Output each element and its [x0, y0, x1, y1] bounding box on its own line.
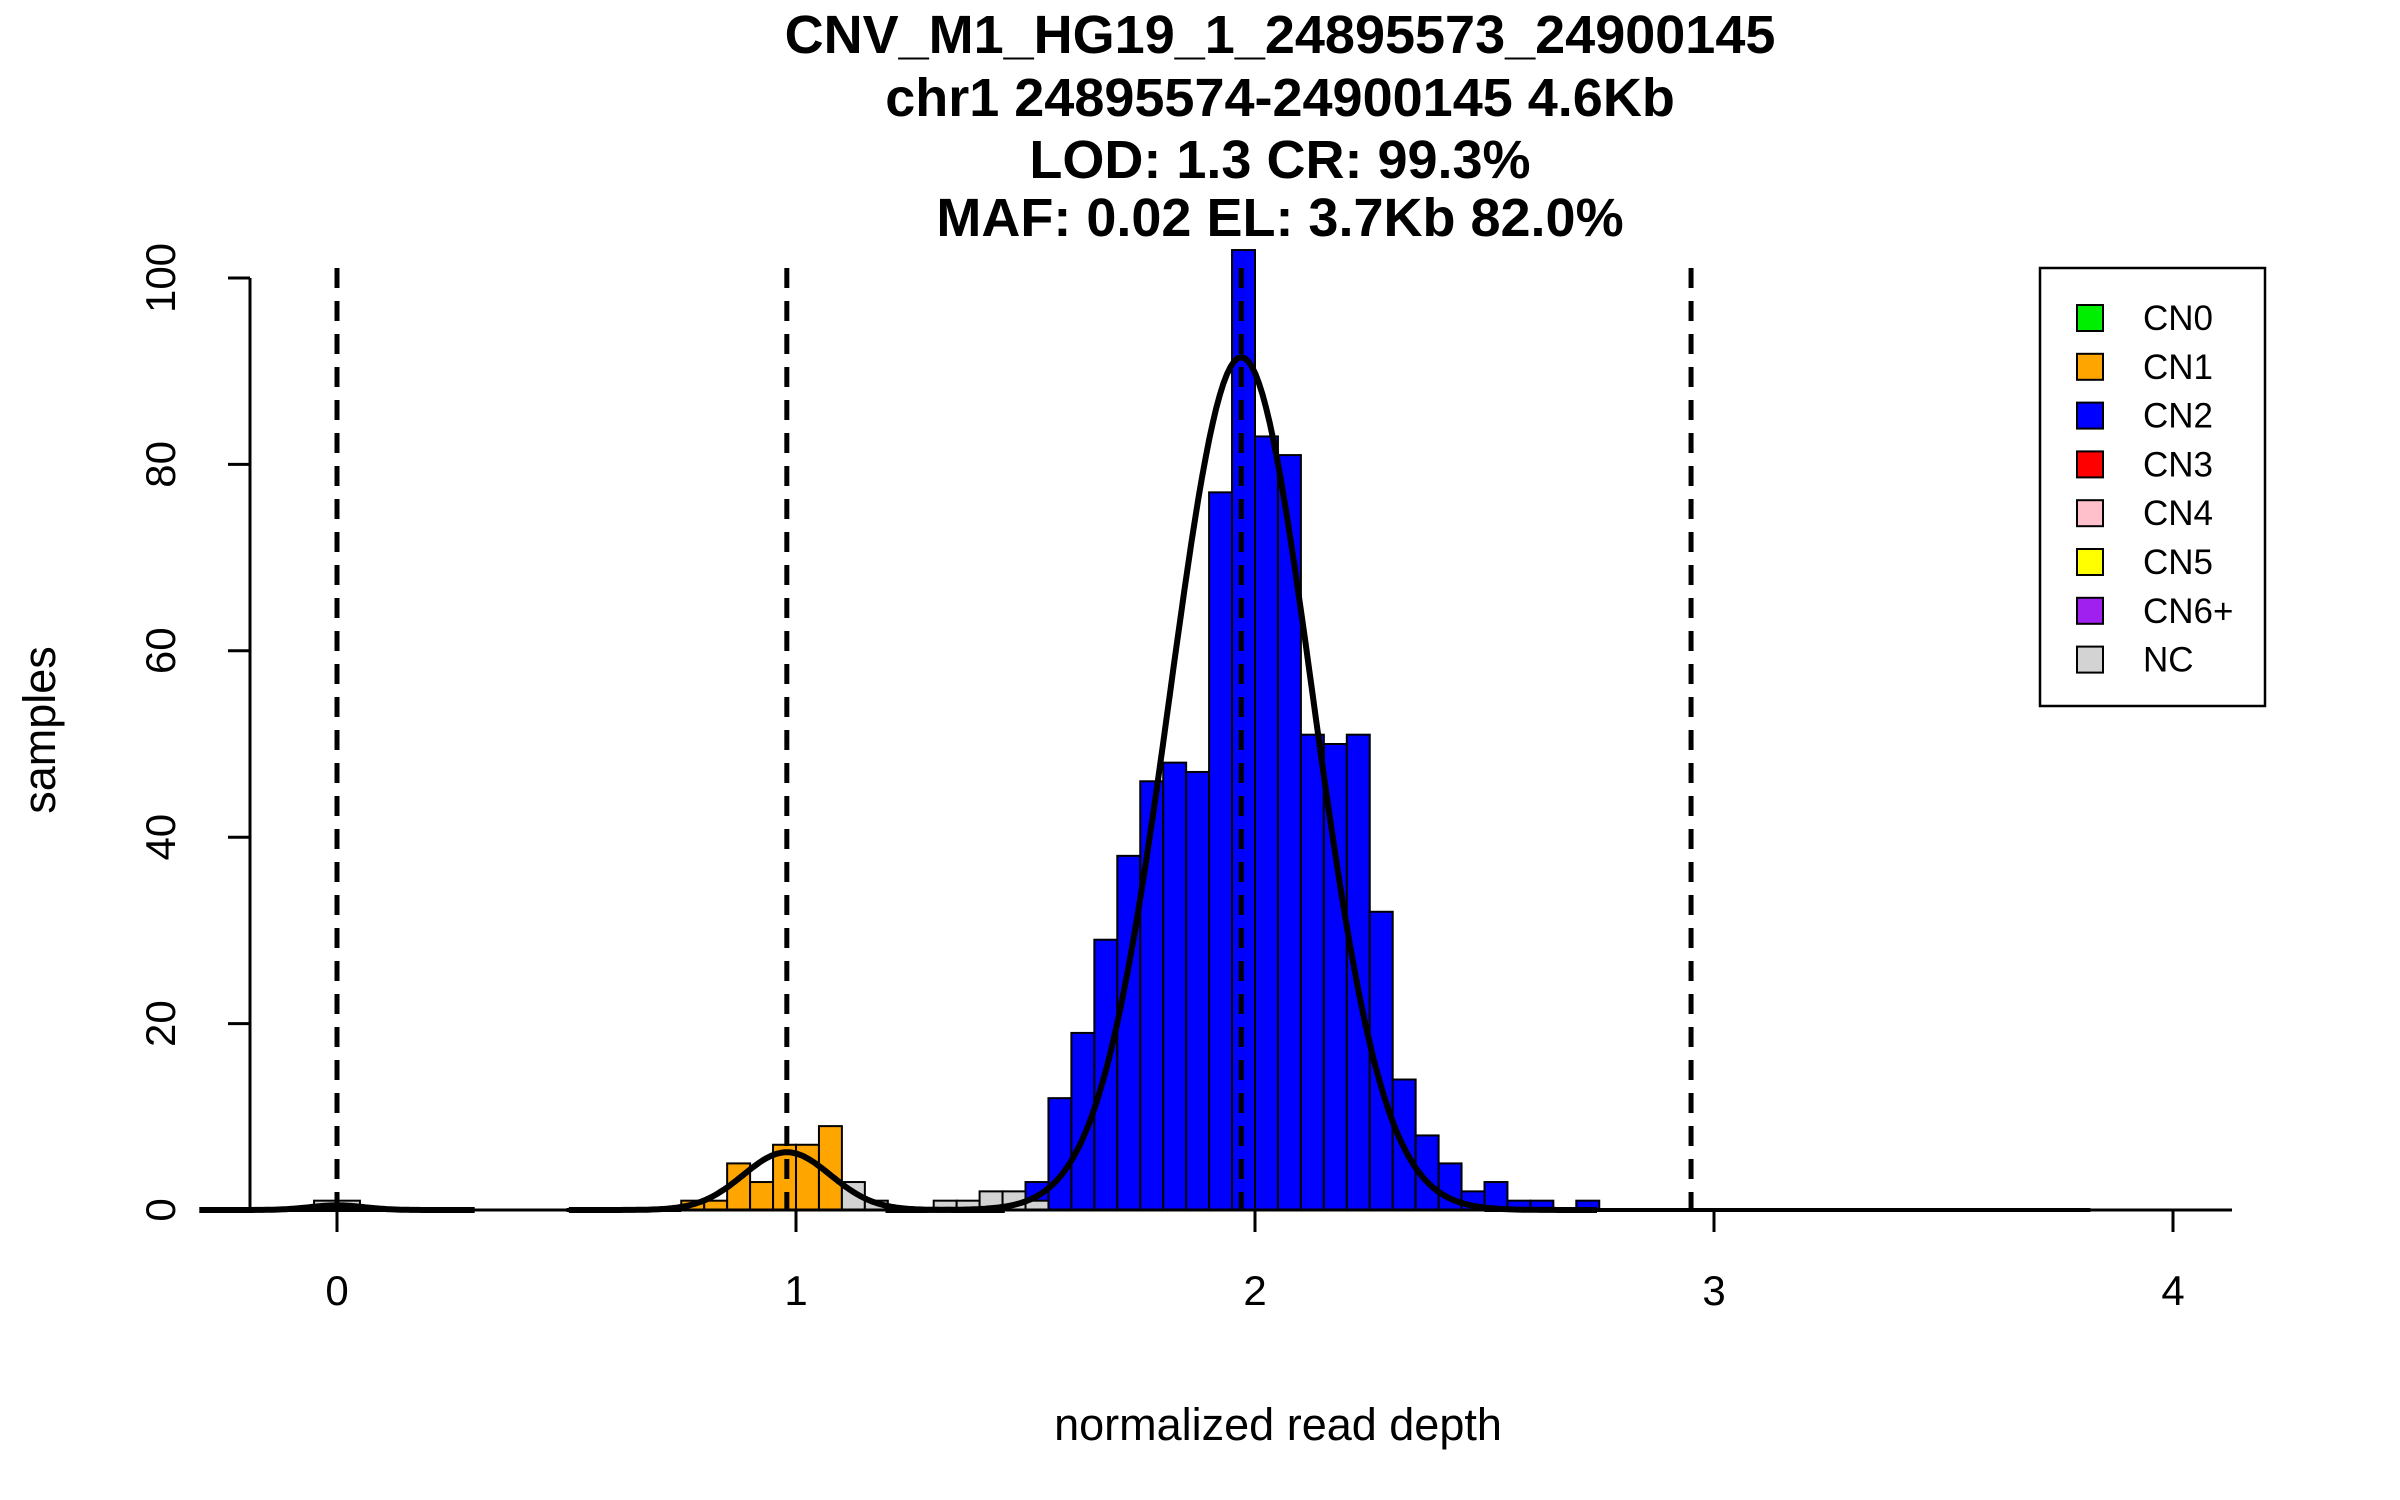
- legend-swatch: [2076, 596, 2104, 625]
- copy-number-lines: [334, 268, 1694, 1210]
- x-tick-label: 3: [1702, 1267, 1725, 1314]
- legend-label: CN1: [2143, 348, 2213, 387]
- gaussian-fit-curve: [885, 354, 1597, 1213]
- y-tick-label: 60: [137, 627, 184, 674]
- histogram-bar: [1185, 770, 1211, 1212]
- legend: CN0 CN1 CN2 CN3 CN4 CN5 CN6+ NC: [2038, 266, 2267, 708]
- legend-label: NC: [2143, 641, 2194, 680]
- legend-swatch: [2076, 499, 2104, 528]
- legend-swatch: [2076, 450, 2104, 479]
- chart-title-line: LOD: 1.3 CR: 99.3%: [1029, 130, 1530, 190]
- histogram-bar: [749, 1181, 775, 1212]
- histogram-bar: [1047, 1097, 1073, 1212]
- legend-label: CN0: [2143, 299, 2213, 338]
- y-axis-label: samples: [14, 646, 65, 814]
- y-tick-label: 100: [137, 243, 184, 313]
- legend-label: CN5: [2143, 543, 2213, 582]
- chart-title-line: chr1 24895574-24900145 4.6Kb: [885, 68, 1675, 128]
- legend-swatch: [2076, 352, 2104, 381]
- y-tick-label: 20: [137, 1000, 184, 1047]
- y-tick-label: 0: [137, 1198, 184, 1221]
- histogram-bar: [1208, 491, 1234, 1211]
- legend-swatch: [2076, 304, 2104, 332]
- x-tick-label: 0: [325, 1267, 348, 1314]
- chart-title-line: CNV_M1_HG19_1_24895573_24900145: [785, 5, 1776, 65]
- histogram-bar: [1345, 733, 1371, 1211]
- x-tick-label: 2: [1243, 1267, 1266, 1314]
- legend-label: CN3: [2143, 445, 2213, 484]
- legend-swatch: [2076, 645, 2104, 674]
- x-tick-label: 4: [2161, 1267, 2184, 1314]
- legend-label: CN2: [2143, 397, 2213, 436]
- legend-label: CN6+: [2143, 592, 2233, 631]
- x-tick-label: 1: [784, 1267, 807, 1314]
- legend-box: [2038, 266, 2267, 708]
- x-axis-label: normalized read depth: [1054, 1399, 1502, 1450]
- legend-swatch: [2076, 548, 2104, 576]
- legend-label: CN4: [2143, 494, 2213, 533]
- histogram-bar: [1254, 435, 1279, 1211]
- legend-swatch: [2076, 401, 2104, 430]
- y-tick-label: 80: [137, 441, 184, 488]
- histogram-bars: [313, 249, 1601, 1212]
- histogram-bar: [1299, 733, 1325, 1211]
- histogram-bar: [1162, 761, 1188, 1211]
- chart-title-line: MAF: 0.02 EL: 3.7Kb 82.0%: [936, 188, 1623, 248]
- histogram-bar: [1139, 780, 1165, 1212]
- y-tick-label: 40: [137, 814, 184, 861]
